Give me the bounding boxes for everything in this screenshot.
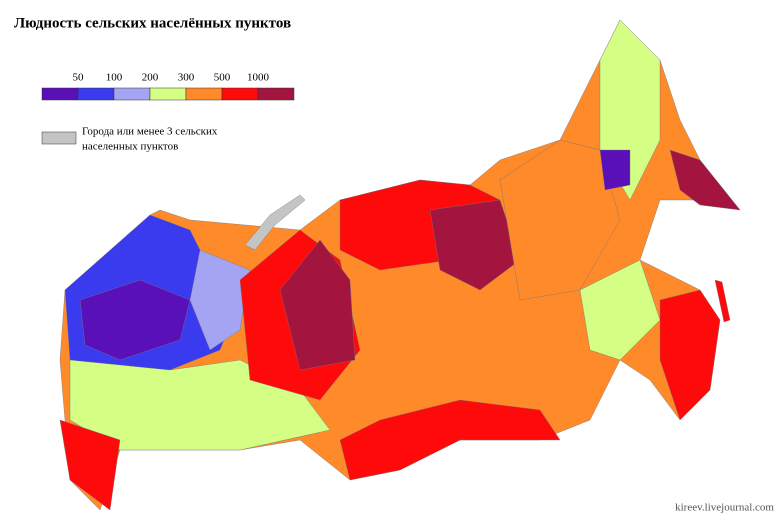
legend-no-data-label: Города или менее 3 сельских — [82, 126, 218, 138]
region-novaya-zemlya — [244, 194, 306, 251]
legend-swatch — [149, 87, 187, 101]
region-west-core — [79, 279, 191, 361]
region-primorye — [659, 289, 721, 421]
region-taimyr — [429, 199, 521, 291]
legend-threshold: 200 — [142, 72, 159, 84]
legend-threshold: 100 — [106, 72, 123, 84]
legend-swatch — [77, 87, 115, 101]
map-title: Людность сельских населённых пунктов — [14, 15, 291, 31]
legend-no-data-swatch — [41, 131, 77, 145]
legend-swatch — [257, 87, 295, 101]
legend-threshold: 50 — [73, 72, 85, 84]
region-yakutia — [499, 139, 621, 301]
region-amur — [579, 259, 661, 361]
legend-threshold: 1000 — [247, 72, 270, 84]
region-center — [189, 249, 251, 351]
region-caucasus — [59, 419, 121, 511]
map-regions — [59, 19, 741, 511]
region-siberia-south — [339, 399, 561, 481]
region-yamal — [279, 239, 356, 371]
legend-no-data-label: населенных пунктов — [82, 141, 178, 153]
credit: kireev.livejournal.com — [675, 502, 774, 514]
region-sakhalin — [714, 279, 731, 323]
legend: 50 100 200 300 500 1000 Города или менее 3 сел… — [41, 72, 295, 153]
legend-threshold: 500 — [214, 72, 231, 84]
legend-swatch — [41, 87, 79, 101]
legend-swatch — [221, 87, 259, 101]
region-kamchatka — [669, 149, 741, 211]
legend-threshold: 300 — [178, 72, 195, 84]
legend-swatch — [113, 87, 151, 101]
legend-swatch — [185, 87, 223, 101]
region-kolyma — [599, 149, 631, 191]
